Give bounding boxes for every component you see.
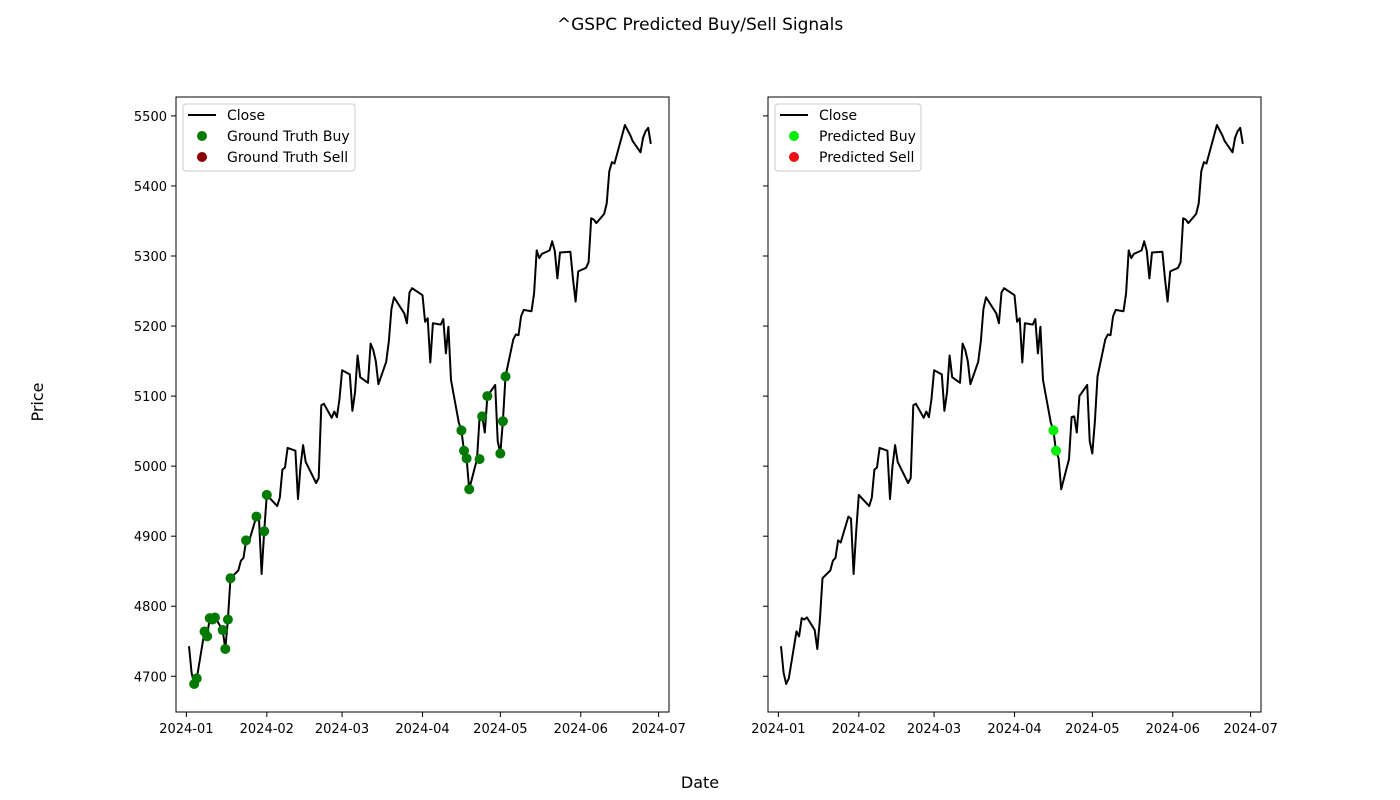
left-y-ticks: 4700 4800 4900 5000 5100 5200 5300 5400 5500	[134, 110, 176, 685]
right-legend-buy-swatch	[789, 131, 799, 141]
left-buy-marker	[222, 614, 233, 625]
right-buy-marker	[1051, 445, 1062, 456]
left-buy-marker	[209, 612, 220, 623]
right-x-tick-label: 2024-03	[907, 722, 961, 737]
left-y-tick-label: 4700	[134, 670, 167, 685]
left-buy-marker	[225, 573, 236, 584]
left-legend-sell-swatch	[197, 152, 207, 162]
figure-title: ^GSPC Predicted Buy/Sell Signals	[557, 15, 843, 35]
right-legend-buy-label: Predicted Buy	[819, 129, 916, 145]
left-buy-marker	[497, 416, 508, 427]
left-buy-marker	[461, 453, 472, 464]
left-x-tick-label: 2024-04	[395, 722, 449, 737]
left-buy-marker	[220, 643, 231, 654]
right-buy-marker	[1048, 425, 1059, 436]
left-buy-marker	[217, 625, 228, 636]
left-legend-sell-label: Ground Truth Sell	[227, 150, 348, 166]
left-x-tick-label: 2024-03	[315, 722, 369, 737]
left-signal-markers	[189, 371, 511, 689]
right-close-series-line	[780, 124, 1244, 685]
right-y-ticks	[763, 115, 768, 677]
left-buy-marker	[482, 391, 493, 402]
left-x-tick-label: 2024-01	[159, 722, 213, 737]
left-legend-buy-swatch	[197, 131, 207, 141]
left-close-series-line	[188, 124, 652, 685]
left-y-tick-label: 5300	[134, 250, 167, 265]
left-buy-marker	[251, 511, 262, 522]
left-buy-marker	[474, 454, 485, 465]
left-y-tick-label: 5200	[134, 320, 167, 335]
left-buy-marker	[495, 448, 506, 459]
left-x-tick-label: 2024-02	[240, 722, 294, 737]
left-buy-marker	[259, 526, 270, 537]
left-x-ticks: 2024-01 2024-02 2024-03 2024-04 2024-05 2024-…	[159, 712, 686, 737]
x-axis-label: Date	[681, 773, 719, 792]
left-legend-close-label: Close	[227, 108, 265, 124]
left-panel: 4700 4800 4900 5000 5100 5200 5300 5400 5500 202…	[134, 96, 686, 737]
right-legend-sell-swatch	[789, 152, 799, 162]
left-y-tick-label: 4800	[134, 600, 167, 615]
right-legend-sell-label: Predicted Sell	[819, 150, 914, 166]
left-buy-marker	[191, 673, 202, 684]
left-buy-marker	[202, 631, 213, 642]
right-x-tick-label: 2024-01	[751, 722, 805, 737]
right-legend: Close Predicted Buy Predicted Sell	[774, 103, 922, 172]
left-y-tick-label: 4900	[134, 530, 167, 545]
right-x-tick-label: 2024-06	[1146, 722, 1200, 737]
left-buy-marker	[456, 425, 467, 436]
left-legend-buy-label: Ground Truth Buy	[227, 129, 350, 145]
left-panel-frame	[175, 96, 670, 713]
left-y-tick-label: 5100	[134, 390, 167, 405]
right-panel: 2024-01 2024-02 2024-03 2024-04 2024-05 2024-…	[751, 96, 1278, 737]
left-y-tick-label: 5500	[134, 110, 167, 125]
left-buy-marker	[464, 484, 475, 495]
left-x-tick-label: 2024-05	[473, 722, 527, 737]
left-legend: Close Ground Truth Buy Ground Truth Sell	[182, 103, 356, 172]
left-y-tick-label: 5400	[134, 180, 167, 195]
right-x-tick-label: 2024-05	[1065, 722, 1119, 737]
right-panel-frame	[767, 96, 1262, 713]
left-buy-marker	[261, 489, 272, 500]
right-x-tick-label: 2024-07	[1223, 722, 1277, 737]
left-buy-marker	[500, 371, 511, 382]
left-buy-marker	[477, 411, 488, 422]
left-x-tick-label: 2024-07	[631, 722, 685, 737]
right-x-ticks: 2024-01 2024-02 2024-03 2024-04 2024-05 2024-…	[751, 712, 1278, 737]
right-legend-close-label: Close	[819, 108, 857, 124]
left-y-tick-label: 5000	[134, 460, 167, 475]
right-signal-markers	[1048, 425, 1062, 456]
right-legend-box	[774, 103, 922, 172]
left-legend-box	[182, 103, 356, 172]
left-buy-marker	[241, 535, 252, 546]
right-x-tick-label: 2024-04	[987, 722, 1041, 737]
left-x-tick-label: 2024-06	[554, 722, 608, 737]
right-x-tick-label: 2024-02	[832, 722, 886, 737]
y-axis-label: Price	[28, 382, 47, 421]
left-buy-marker	[459, 445, 470, 456]
